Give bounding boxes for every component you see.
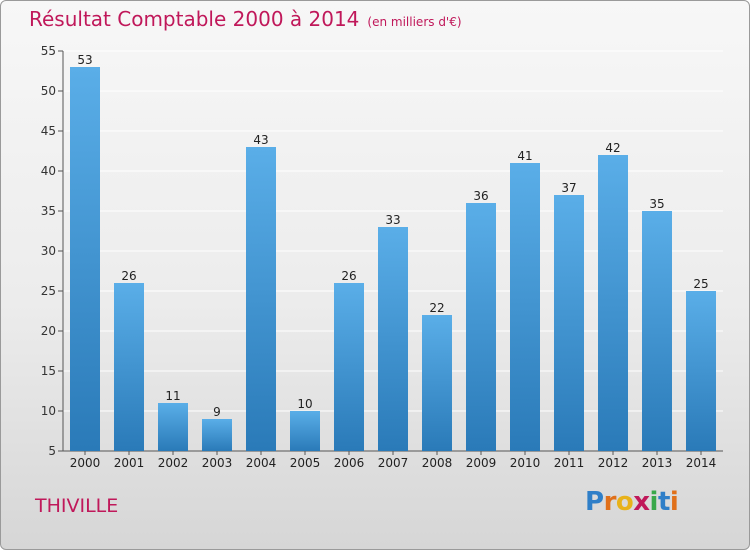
bar-2004 (246, 147, 276, 451)
brand-logo: Proxiti (585, 487, 679, 517)
x-tick-label-2006: 2006 (334, 456, 365, 470)
value-label-2008: 22 (429, 301, 444, 315)
bar-2005 (290, 411, 320, 451)
y-tick-label: 45 (41, 124, 56, 138)
chart-subtitle: (en milliers d'€) (367, 15, 462, 29)
bar-2002 (158, 403, 188, 451)
y-tick-label: 5 (48, 444, 56, 458)
x-tick-label-2005: 2005 (290, 456, 321, 470)
x-tick-label-2011: 2011 (554, 456, 585, 470)
value-label-2010: 41 (517, 149, 532, 163)
x-tick-label-2002: 2002 (158, 456, 189, 470)
logo-letter: i (669, 487, 679, 517)
y-tick-label: 30 (41, 244, 56, 258)
logo-letter: r (603, 487, 617, 517)
place-name: THIVILLE (35, 495, 119, 517)
y-tick-label: 35 (41, 204, 56, 218)
logo-letter: P (585, 487, 604, 517)
bar-2013 (642, 211, 672, 451)
value-label-2001: 26 (121, 269, 136, 283)
x-tick-label-2004: 2004 (246, 456, 277, 470)
x-tick-label-2003: 2003 (202, 456, 233, 470)
bar-2008 (422, 315, 452, 451)
x-tick-label-2008: 2008 (422, 456, 453, 470)
bar-2011 (554, 195, 584, 451)
value-label-2006: 26 (341, 269, 356, 283)
y-tick-label: 10 (41, 404, 56, 418)
value-label-2012: 42 (605, 141, 620, 155)
bar-2006 (334, 283, 364, 451)
logo-letter: x (633, 487, 650, 517)
value-label-2014: 25 (693, 277, 708, 291)
x-tick-label-2007: 2007 (378, 456, 409, 470)
value-label-2009: 36 (473, 189, 488, 203)
y-tick-label: 55 (41, 44, 56, 58)
chart-title-area: Résultat Comptable 2000 à 2014 (en millie… (29, 7, 462, 31)
chart-title: Résultat Comptable 2000 à 2014 (29, 7, 360, 31)
bar-2009 (466, 203, 496, 451)
bar-2007 (378, 227, 408, 451)
value-label-2004: 43 (253, 133, 268, 147)
x-tick-label-2013: 2013 (642, 456, 673, 470)
value-label-2011: 37 (561, 181, 576, 195)
x-tick-label-2010: 2010 (510, 456, 541, 470)
bar-2014 (686, 291, 716, 451)
y-tick-label: 25 (41, 284, 56, 298)
value-label-2007: 33 (385, 213, 400, 227)
x-tick-label-2012: 2012 (598, 456, 629, 470)
y-tick-label: 15 (41, 364, 56, 378)
bar-2003 (202, 419, 232, 451)
logo-letter: o (615, 487, 634, 517)
y-tick-label: 20 (41, 324, 56, 338)
y-tick-label: 50 (41, 84, 56, 98)
value-label-2002: 11 (165, 389, 180, 403)
x-tick-label-2000: 2000 (70, 456, 101, 470)
bar-2000 (70, 67, 100, 451)
x-tick-label-2001: 2001 (114, 456, 145, 470)
value-label-2013: 35 (649, 197, 664, 211)
logo-letter: i (649, 487, 659, 517)
logo-letter: t (657, 487, 670, 517)
x-tick-label-2014: 2014 (686, 456, 717, 470)
value-label-2005: 10 (297, 397, 312, 411)
x-tick-label-2009: 2009 (466, 456, 497, 470)
y-tick-label: 40 (41, 164, 56, 178)
value-label-2003: 9 (213, 405, 221, 419)
bar-2010 (510, 163, 540, 451)
bar-2001 (114, 283, 144, 451)
value-label-2000: 53 (77, 53, 92, 67)
bar-2012 (598, 155, 628, 451)
